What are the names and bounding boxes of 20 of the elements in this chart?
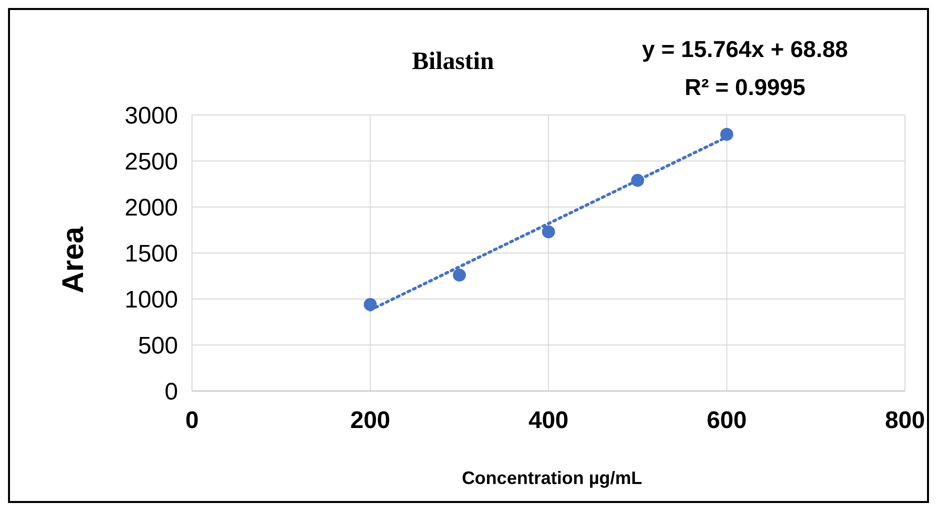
point bbox=[542, 225, 555, 238]
chart-title: Bilastin bbox=[412, 48, 494, 75]
x-tick-label: 800 bbox=[884, 407, 926, 434]
y-tick-label: 2500 bbox=[124, 148, 178, 176]
point bbox=[720, 128, 734, 141]
y-axis-title: Area bbox=[57, 226, 91, 294]
x-tick-label: 0 bbox=[185, 407, 199, 434]
x-tick-label: 400 bbox=[528, 407, 569, 434]
x-axis-title: Concentration µg/mL bbox=[460, 468, 644, 489]
text: y = 15.764x + 68.88 bbox=[641, 36, 849, 63]
y-tick-label: 3000 bbox=[124, 102, 178, 130]
x-tick-label: 600 bbox=[706, 407, 747, 434]
text: R² = 0.9995 bbox=[684, 74, 806, 101]
x-tick-label: 200 bbox=[350, 407, 390, 434]
y-tick-label: 500 bbox=[138, 332, 178, 360]
point bbox=[452, 268, 466, 282]
y-tick-label: 0 bbox=[164, 378, 178, 406]
y-tick-label: 1000 bbox=[124, 286, 178, 314]
y-tick-label: 1500 bbox=[124, 240, 178, 268]
y-tick-label: 2000 bbox=[124, 194, 178, 222]
